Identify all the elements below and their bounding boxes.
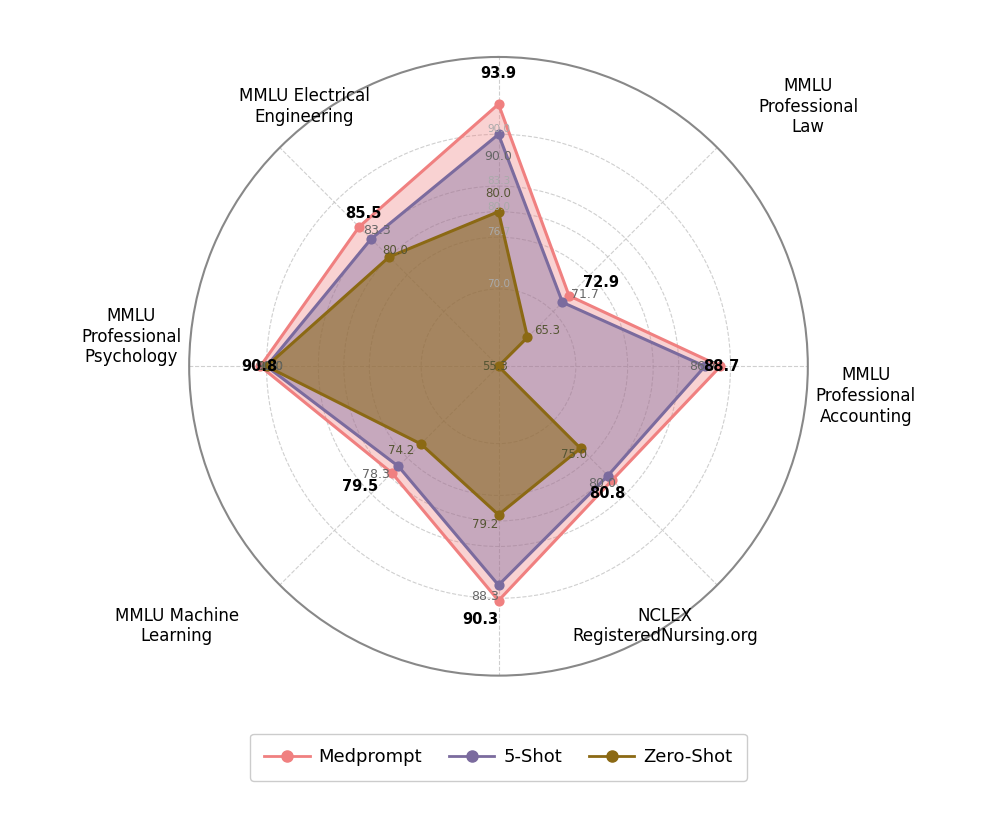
Text: 90.0: 90.0 <box>485 150 512 163</box>
Text: 72.9: 72.9 <box>582 274 619 290</box>
Text: 80.8: 80.8 <box>589 486 626 501</box>
Text: 75.0: 75.0 <box>561 449 587 462</box>
Point <box>491 128 506 141</box>
Polygon shape <box>260 104 721 601</box>
Point <box>351 221 367 234</box>
Text: 80.0: 80.0 <box>486 187 511 200</box>
Text: MMLU
Professional
Psychology: MMLU Professional Psychology <box>81 307 181 366</box>
Text: 90.3: 90.3 <box>463 612 498 628</box>
Text: 65.3: 65.3 <box>534 324 560 337</box>
Point <box>258 360 274 373</box>
Text: 93.9: 93.9 <box>481 66 516 81</box>
Point <box>491 98 506 111</box>
Point <box>384 466 400 479</box>
Point <box>697 360 713 373</box>
Point <box>252 360 268 373</box>
Text: 85.5: 85.5 <box>345 206 382 221</box>
Text: 80.0: 80.0 <box>383 244 409 257</box>
Point <box>561 289 577 302</box>
Text: 74.2: 74.2 <box>388 444 415 457</box>
Text: 88.7: 88.7 <box>704 359 740 374</box>
Point <box>491 360 506 373</box>
Point <box>491 508 506 521</box>
Polygon shape <box>266 212 580 514</box>
Point <box>363 232 379 245</box>
Text: 70.0: 70.0 <box>487 279 510 289</box>
Text: 80.0: 80.0 <box>588 477 616 490</box>
Point <box>491 594 506 607</box>
Text: NCLEX Nurselabs: NCLEX Nurselabs <box>427 733 570 751</box>
Point <box>491 579 506 592</box>
Point <box>600 469 616 482</box>
Point <box>554 295 570 309</box>
Point <box>713 360 729 373</box>
Text: 80.0: 80.0 <box>487 202 510 212</box>
Point <box>491 205 506 218</box>
Point <box>604 474 620 487</box>
Text: 88.3: 88.3 <box>471 590 498 603</box>
Text: 79.5: 79.5 <box>342 479 378 494</box>
Point <box>258 360 274 373</box>
Text: 78.3: 78.3 <box>362 468 390 481</box>
Text: 86.7: 86.7 <box>689 360 717 373</box>
Text: MMLU Machine
Learning: MMLU Machine Learning <box>115 606 238 646</box>
Text: MMLU
Professional
Accounting: MMLU Professional Accounting <box>816 366 916 426</box>
Text: 83.3: 83.3 <box>487 176 510 186</box>
Point <box>572 442 588 455</box>
Polygon shape <box>266 134 705 585</box>
Text: NCLEX
RegisteredNursing.org: NCLEX RegisteredNursing.org <box>572 606 759 646</box>
Point <box>519 330 535 344</box>
Text: 90.0: 90.0 <box>255 360 283 373</box>
Text: 90.0: 90.0 <box>487 125 510 134</box>
Point <box>391 460 407 473</box>
Text: 79.2: 79.2 <box>473 518 498 531</box>
Text: MMLU Electrical
Engineering: MMLU Electrical Engineering <box>238 87 370 126</box>
Text: 83.3: 83.3 <box>363 224 391 237</box>
Point <box>381 251 397 264</box>
Text: MMLU
Professional
Law: MMLU Professional Law <box>759 77 858 137</box>
Legend: Medprompt, 5-Shot, Zero-Shot: Medprompt, 5-Shot, Zero-Shot <box>250 733 747 781</box>
Text: 90.0: 90.0 <box>257 360 283 373</box>
Text: 71.7: 71.7 <box>570 287 598 300</box>
Text: 55.3: 55.3 <box>482 360 507 373</box>
Text: 76.7: 76.7 <box>487 227 510 237</box>
Point <box>413 437 429 450</box>
Text: 90.8: 90.8 <box>241 359 277 374</box>
